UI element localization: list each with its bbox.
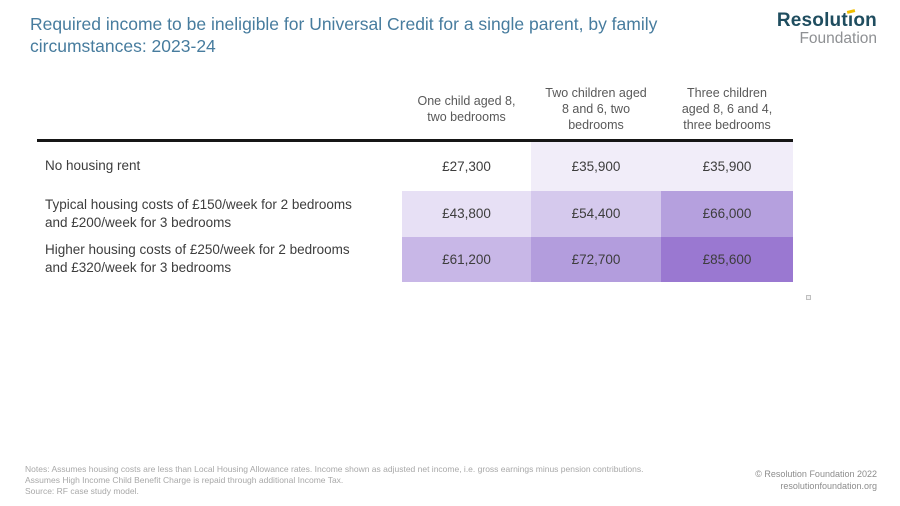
income-threshold-table: One child aged 8, two bedrooms Two child… xyxy=(37,78,793,282)
value-cell: £43,800 xyxy=(402,190,531,237)
value-cell: £54,400 xyxy=(531,190,661,237)
copyright-line: © Resolution Foundation 2022 xyxy=(755,469,877,479)
table-row-no-housing-rent: No housing rent £27,300 £35,900 £35,900 xyxy=(37,141,793,191)
column-header-three-children: Three children aged 8, 6 and 4, three be… xyxy=(681,85,773,132)
row-label: No housing rent xyxy=(45,158,141,173)
logo-text-part1: Resolut xyxy=(776,10,848,31)
logo-subtext: Foundation xyxy=(799,30,877,47)
value-cell: £27,300 xyxy=(402,141,531,191)
logo-wordmark: Resolutıon xyxy=(777,11,877,30)
logo-yellow-accent-i: ı xyxy=(847,10,854,31)
figure-title: Required income to be ineligible for Uni… xyxy=(30,13,657,57)
row-label: Typical housing costs of £150/week for 2… xyxy=(45,196,352,230)
column-header-one-child: One child aged 8, two bedrooms xyxy=(417,93,516,124)
footnotes: Notes: Assumes housing costs are less th… xyxy=(25,464,643,497)
column-header-two-children: Two children aged 8 and 6, two bedrooms xyxy=(545,85,647,132)
resolution-foundation-logo: Resolutıon Foundation xyxy=(777,11,877,47)
notes-line1: Notes: Assumes housing costs are less th… xyxy=(25,464,644,474)
value-cell: £66,000 xyxy=(661,190,793,237)
value-cell: £61,200 xyxy=(402,236,531,282)
value-cell: £35,900 xyxy=(531,141,661,191)
website-url: resolutionfoundation.org xyxy=(780,481,877,491)
row-label: Higher housing costs of £250/week for 2 … xyxy=(45,242,350,275)
logo-text-part2: on xyxy=(853,10,877,31)
notes-line2: Assumes High Income Child Benefit Charge… xyxy=(25,475,344,485)
figure-title-line1: Required income to be ineligible for Uni… xyxy=(30,14,658,34)
image-artifact-dot xyxy=(806,295,811,300)
value-cell: £72,700 xyxy=(531,236,661,282)
table-header-row: One child aged 8, two bedrooms Two child… xyxy=(37,78,793,139)
header-spacer xyxy=(37,78,402,139)
source-line: Source: RF case study model. xyxy=(25,486,139,496)
value-cell: £35,900 xyxy=(661,141,793,191)
table-row-typical-housing-costs: Typical housing costs of £150/week for 2… xyxy=(37,190,793,237)
value-cell: £85,600 xyxy=(661,236,793,282)
table-row-higher-housing-costs: Higher housing costs of £250/week for 2 … xyxy=(37,236,793,282)
copyright-block: © Resolution Foundation 2022 resolutionf… xyxy=(755,468,877,492)
figure-title-line2: circumstances: 2023-24 xyxy=(30,36,216,56)
header-divider-rule xyxy=(37,139,793,142)
